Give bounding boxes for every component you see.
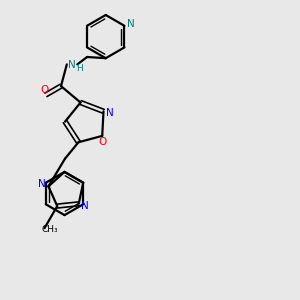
Text: N: N [106, 108, 114, 118]
Text: CH₃: CH₃ [42, 225, 58, 234]
Text: N: N [127, 19, 135, 29]
Text: N: N [81, 201, 88, 211]
Text: N: N [68, 60, 76, 70]
Text: O: O [40, 85, 49, 95]
Text: N: N [38, 179, 46, 189]
Text: O: O [98, 137, 106, 147]
Text: H: H [76, 64, 83, 73]
